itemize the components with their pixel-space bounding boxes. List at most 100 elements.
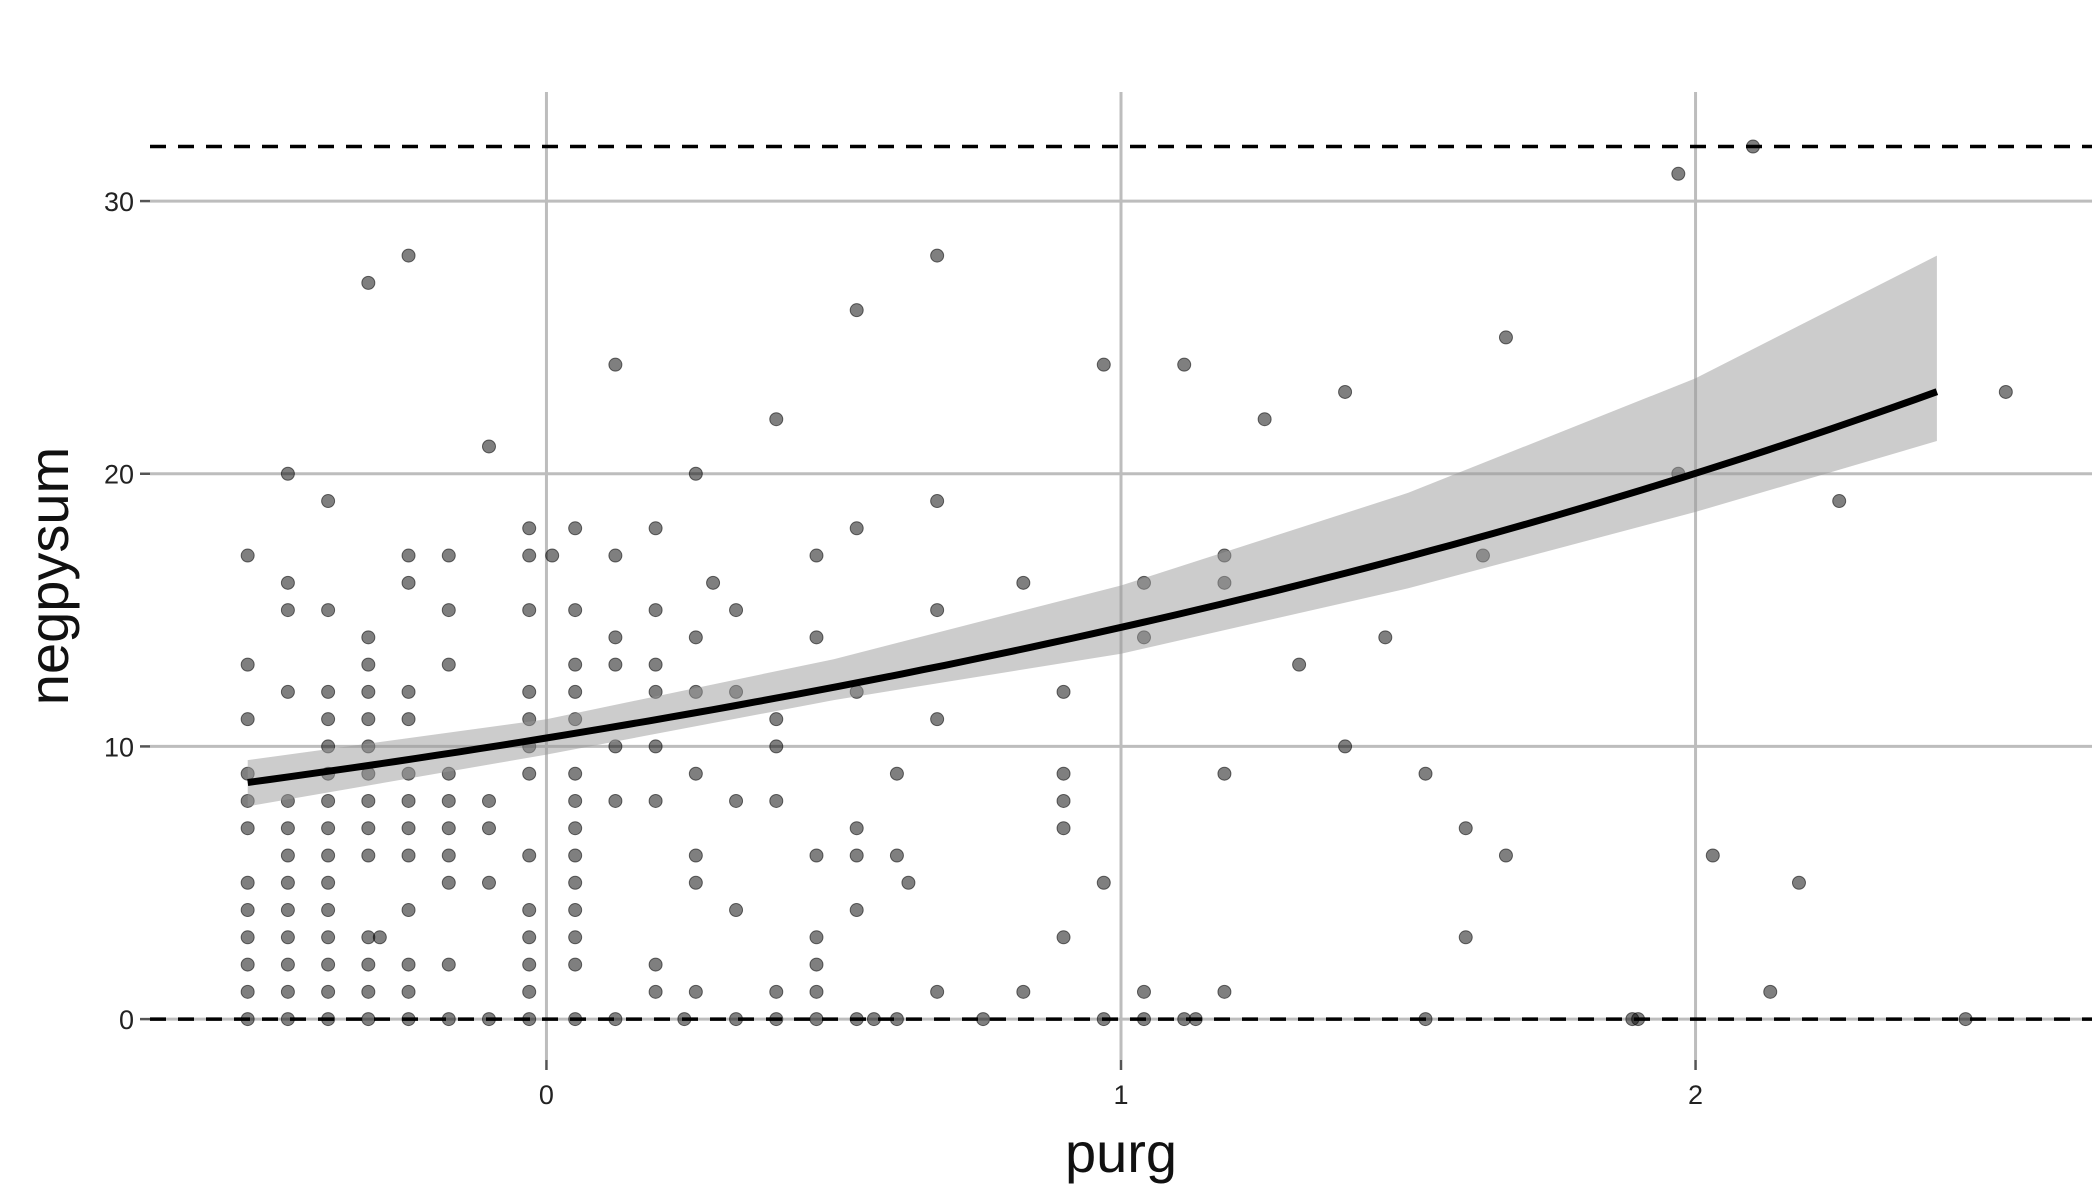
scatter-points	[240, 139, 2013, 1027]
data-point	[481, 821, 496, 836]
data-point	[729, 793, 744, 808]
data-point	[1292, 657, 1307, 672]
data-point	[361, 684, 376, 699]
data-point	[522, 903, 537, 918]
data-point	[1458, 930, 1473, 945]
data-point	[372, 930, 387, 945]
data-point	[849, 903, 864, 918]
data-point	[441, 875, 456, 890]
data-point	[481, 439, 496, 454]
data-point	[930, 984, 945, 999]
data-point	[889, 1012, 904, 1027]
data-point	[729, 903, 744, 918]
data-point	[1763, 984, 1778, 999]
data-point	[1056, 821, 1071, 836]
data-point	[568, 684, 583, 699]
data-point	[361, 630, 376, 645]
reference-lines	[150, 144, 2092, 1021]
data-point	[1257, 412, 1272, 427]
data-point	[401, 1012, 416, 1027]
data-point	[321, 848, 336, 863]
data-point	[1631, 1012, 1646, 1027]
data-point	[849, 303, 864, 318]
data-point	[401, 793, 416, 808]
data-point	[809, 548, 824, 563]
data-point	[1498, 330, 1513, 345]
data-point	[1056, 684, 1071, 699]
data-point	[361, 1012, 376, 1027]
data-point	[1016, 575, 1031, 590]
data-point	[522, 984, 537, 999]
data-point	[240, 821, 255, 836]
data-point	[321, 1012, 336, 1027]
data-point	[648, 657, 663, 672]
data-point	[522, 957, 537, 972]
data-point	[321, 903, 336, 918]
data-point	[240, 712, 255, 727]
y-tick-label: 0	[119, 1005, 134, 1035]
data-point	[1177, 357, 1192, 372]
data-point	[1096, 1012, 1111, 1027]
data-point	[240, 930, 255, 945]
data-point	[441, 848, 456, 863]
data-point	[568, 821, 583, 836]
data-point	[1458, 821, 1473, 836]
data-point	[849, 1012, 864, 1027]
data-point	[522, 848, 537, 863]
data-point	[522, 603, 537, 618]
data-point	[809, 630, 824, 645]
data-point	[1705, 848, 1720, 863]
data-point	[976, 1012, 991, 1027]
data-point	[441, 657, 456, 672]
data-point	[522, 1012, 537, 1027]
data-point	[901, 875, 916, 890]
data-point	[1096, 357, 1111, 372]
data-point	[769, 984, 784, 999]
data-point	[568, 766, 583, 781]
data-point	[1056, 766, 1071, 781]
data-point	[240, 548, 255, 563]
fit-line	[247, 388, 1939, 786]
data-point	[648, 793, 663, 808]
data-point	[1498, 848, 1513, 863]
data-point	[280, 1012, 295, 1027]
data-point	[568, 521, 583, 536]
data-point	[1056, 930, 1071, 945]
y-tick-label: 30	[104, 187, 134, 217]
confidence-band	[247, 255, 1937, 807]
data-point	[522, 684, 537, 699]
data-point	[568, 793, 583, 808]
data-point	[481, 793, 496, 808]
data-point	[1096, 875, 1111, 890]
data-point	[809, 1012, 824, 1027]
data-point	[441, 821, 456, 836]
data-point	[809, 848, 824, 863]
data-point	[240, 1012, 255, 1027]
data-point	[240, 657, 255, 672]
data-point	[568, 903, 583, 918]
data-point	[849, 848, 864, 863]
data-point	[321, 712, 336, 727]
data-point	[849, 521, 864, 536]
fit-layer	[247, 255, 1939, 807]
y-axis-title: negpysum	[17, 447, 80, 705]
data-point	[1832, 494, 1847, 509]
data-point	[321, 494, 336, 509]
data-point	[361, 712, 376, 727]
data-point	[729, 1012, 744, 1027]
data-point	[1217, 766, 1232, 781]
y-tick-label: 10	[104, 732, 134, 762]
data-point	[280, 684, 295, 699]
data-point	[401, 821, 416, 836]
x-tick-label: 1	[1113, 1080, 1128, 1110]
data-point	[729, 603, 744, 618]
data-point	[677, 1012, 692, 1027]
data-point	[1791, 875, 1806, 890]
data-point	[280, 930, 295, 945]
data-point	[889, 766, 904, 781]
data-point	[688, 875, 703, 890]
data-point	[361, 275, 376, 290]
data-point	[648, 603, 663, 618]
